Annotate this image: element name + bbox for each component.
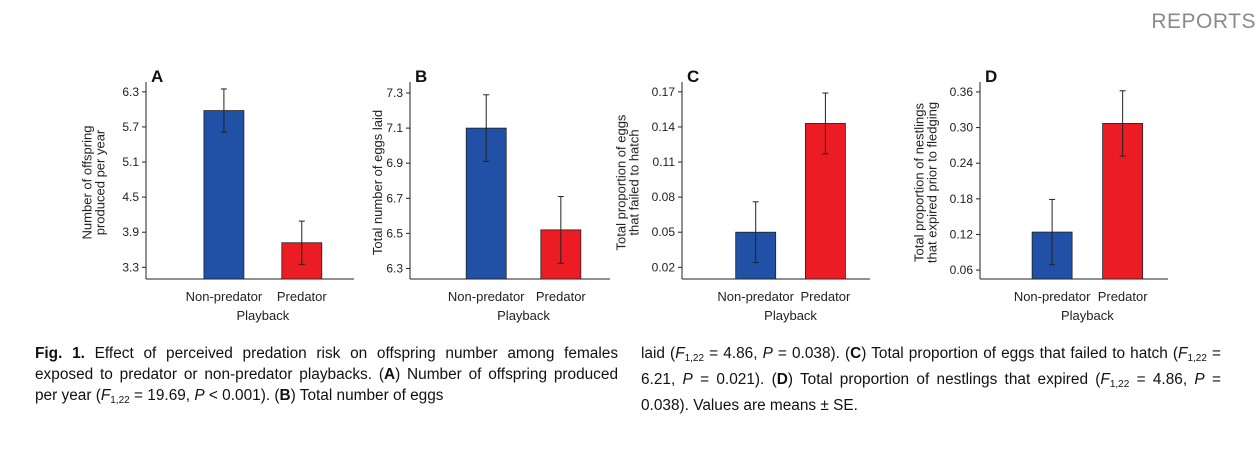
caption-stat: = 4.86,	[1136, 371, 1195, 388]
caption-f-sub: 1,22	[1109, 379, 1130, 390]
panel-a-label: A	[151, 67, 163, 86]
caption-panel-ref: B	[279, 387, 291, 404]
panel-c-label: C	[687, 67, 699, 86]
figure-caption-column-1: Fig. 1. Effect of perceived predation ri…	[35, 343, 618, 411]
panel-d-y-tick-label: 0.30	[950, 121, 974, 135]
panel-a-category-label: Predator	[277, 289, 328, 304]
panel-a-y-tick-label: 4.5	[122, 190, 139, 204]
caption-panel-ref: C	[850, 345, 862, 362]
panel-a-y-tick-label: 3.3	[122, 260, 139, 274]
panel-a-y-tick-label: 5.1	[122, 155, 139, 169]
caption-stat: < 0.001). (	[208, 387, 280, 404]
panel-b-category-label: Non-predator	[448, 289, 525, 304]
panel-c-y-tick-label: 0.05	[652, 225, 676, 239]
panel-b-y-tick-label: 7.1	[386, 121, 403, 135]
panel-a-y-axis-label: produced per year	[93, 129, 108, 235]
panel-c-y-axis-label: that failed to hatch	[627, 129, 642, 235]
caption-panel-ref: D	[776, 371, 788, 388]
panel-b-y-tick-label: 6.9	[386, 156, 403, 170]
panel-d-y-tick-label: 0.24	[950, 156, 974, 170]
panel-d-category-label: Non-predator	[1014, 289, 1091, 304]
figure-charts: A 3.3 3.9 4.5 5.1 5.7 6.3 Number of offspringpr…	[80, 67, 1168, 323]
caption-text: ) Number of offspring produced per year …	[35, 366, 618, 404]
section-header: REPORTS	[1151, 10, 1256, 33]
caption-f-sub: 1,22	[110, 395, 130, 406]
caption-p-symbol: P	[762, 345, 773, 362]
panel-c-y-tick-label: 0.11	[653, 155, 676, 169]
panel-b-x-axis-label: Playback	[497, 308, 550, 323]
panel-c-y-axis-label: Total proportion of eggs	[614, 114, 629, 250]
panel-a-x-axis-label: Playback	[236, 308, 289, 323]
caption-p-symbol: P	[194, 387, 205, 404]
panel-d-y-axis-label: that expired prior to fledging	[925, 102, 940, 263]
panel-c-x-axis-label: Playback	[764, 308, 817, 323]
caption-f-symbol: F	[1178, 345, 1188, 362]
figure-caption-column-2: laid (F1,22 = 4.86, P = 0.038). (C) Tota…	[641, 343, 1221, 416]
panel-b-y-tick-label: 6.5	[386, 226, 403, 240]
panel-a-bar-non-predator	[203, 110, 245, 280]
panel-b-category-label: Predator	[536, 289, 587, 304]
caption-stat: = 0.038). (	[777, 345, 851, 362]
panel-b-y-tick-label: 6.3	[386, 261, 403, 275]
caption-stat: = 6.21,	[641, 345, 1221, 388]
caption-p-symbol: P	[1194, 371, 1205, 388]
panel-d-y-tick-label: 0.06	[950, 263, 974, 277]
caption-text: ) Total proportion of nestlings that exp…	[787, 371, 1101, 388]
caption-stat: = 19.69,	[134, 387, 195, 404]
panel-c-category-label: Non-predator	[717, 289, 794, 304]
caption-panel-ref: A	[383, 366, 396, 383]
caption-stat: = 4.86,	[709, 345, 763, 362]
panel-b-y-tick-label: 7.3	[386, 86, 403, 100]
caption-p-symbol: P	[682, 371, 693, 388]
panel-c-y-tick-label: 0.14	[652, 120, 676, 134]
panel-b-label: B	[415, 67, 427, 86]
panel-b-y-axis-label: Total number of eggs laid	[370, 110, 385, 255]
panel-a-y-tick-label: 6.3	[122, 85, 139, 99]
caption-f-symbol: F	[1100, 371, 1110, 388]
panel-d-label: D	[985, 67, 997, 86]
panel-a-y-tick-label: 5.7	[122, 120, 139, 134]
caption-f-symbol: F	[675, 345, 685, 362]
caption-stat: = 0.021). (	[700, 371, 777, 388]
panel-d-x-axis-label: Playback	[1061, 308, 1114, 323]
panel-c-category-label: Predator	[800, 289, 851, 304]
caption-f-sub: 1,22	[684, 353, 705, 364]
caption-f-sub: 1,22	[1187, 353, 1207, 364]
panel-b-y-tick-label: 6.7	[386, 191, 403, 205]
panel-c-y-tick-label: 0.17	[652, 85, 676, 99]
caption-text: ) Total number of eggs	[290, 387, 444, 404]
caption-text: Effect of perceived predation risk on of…	[35, 345, 619, 383]
panel-d-y-tick-label: 0.36	[950, 85, 974, 99]
panel-d-category-label: Predator	[1098, 289, 1149, 304]
panel-a-category-label: Non-predator	[186, 289, 263, 304]
panel-a-y-tick-label: 3.9	[122, 225, 139, 239]
caption-text: laid (	[641, 345, 676, 362]
panel-c-y-tick-label: 0.08	[652, 190, 676, 204]
caption-f-symbol: F	[100, 387, 111, 404]
panel-c-y-tick-label: 0.02	[652, 260, 676, 274]
panel-d-y-tick-label: 0.18	[950, 192, 974, 206]
caption-stat: = 0.038). Values are means ± SE.	[641, 371, 1221, 414]
panel-d-y-tick-label: 0.12	[950, 227, 974, 241]
figure-label: Fig. 1.	[35, 345, 85, 362]
caption-text: ) Total proportion of eggs that failed t…	[861, 345, 1179, 362]
panel-a-y-axis-label: Number of offspring	[80, 126, 95, 240]
panel-d-y-axis-label: Total proportion of nestlings	[912, 103, 927, 262]
